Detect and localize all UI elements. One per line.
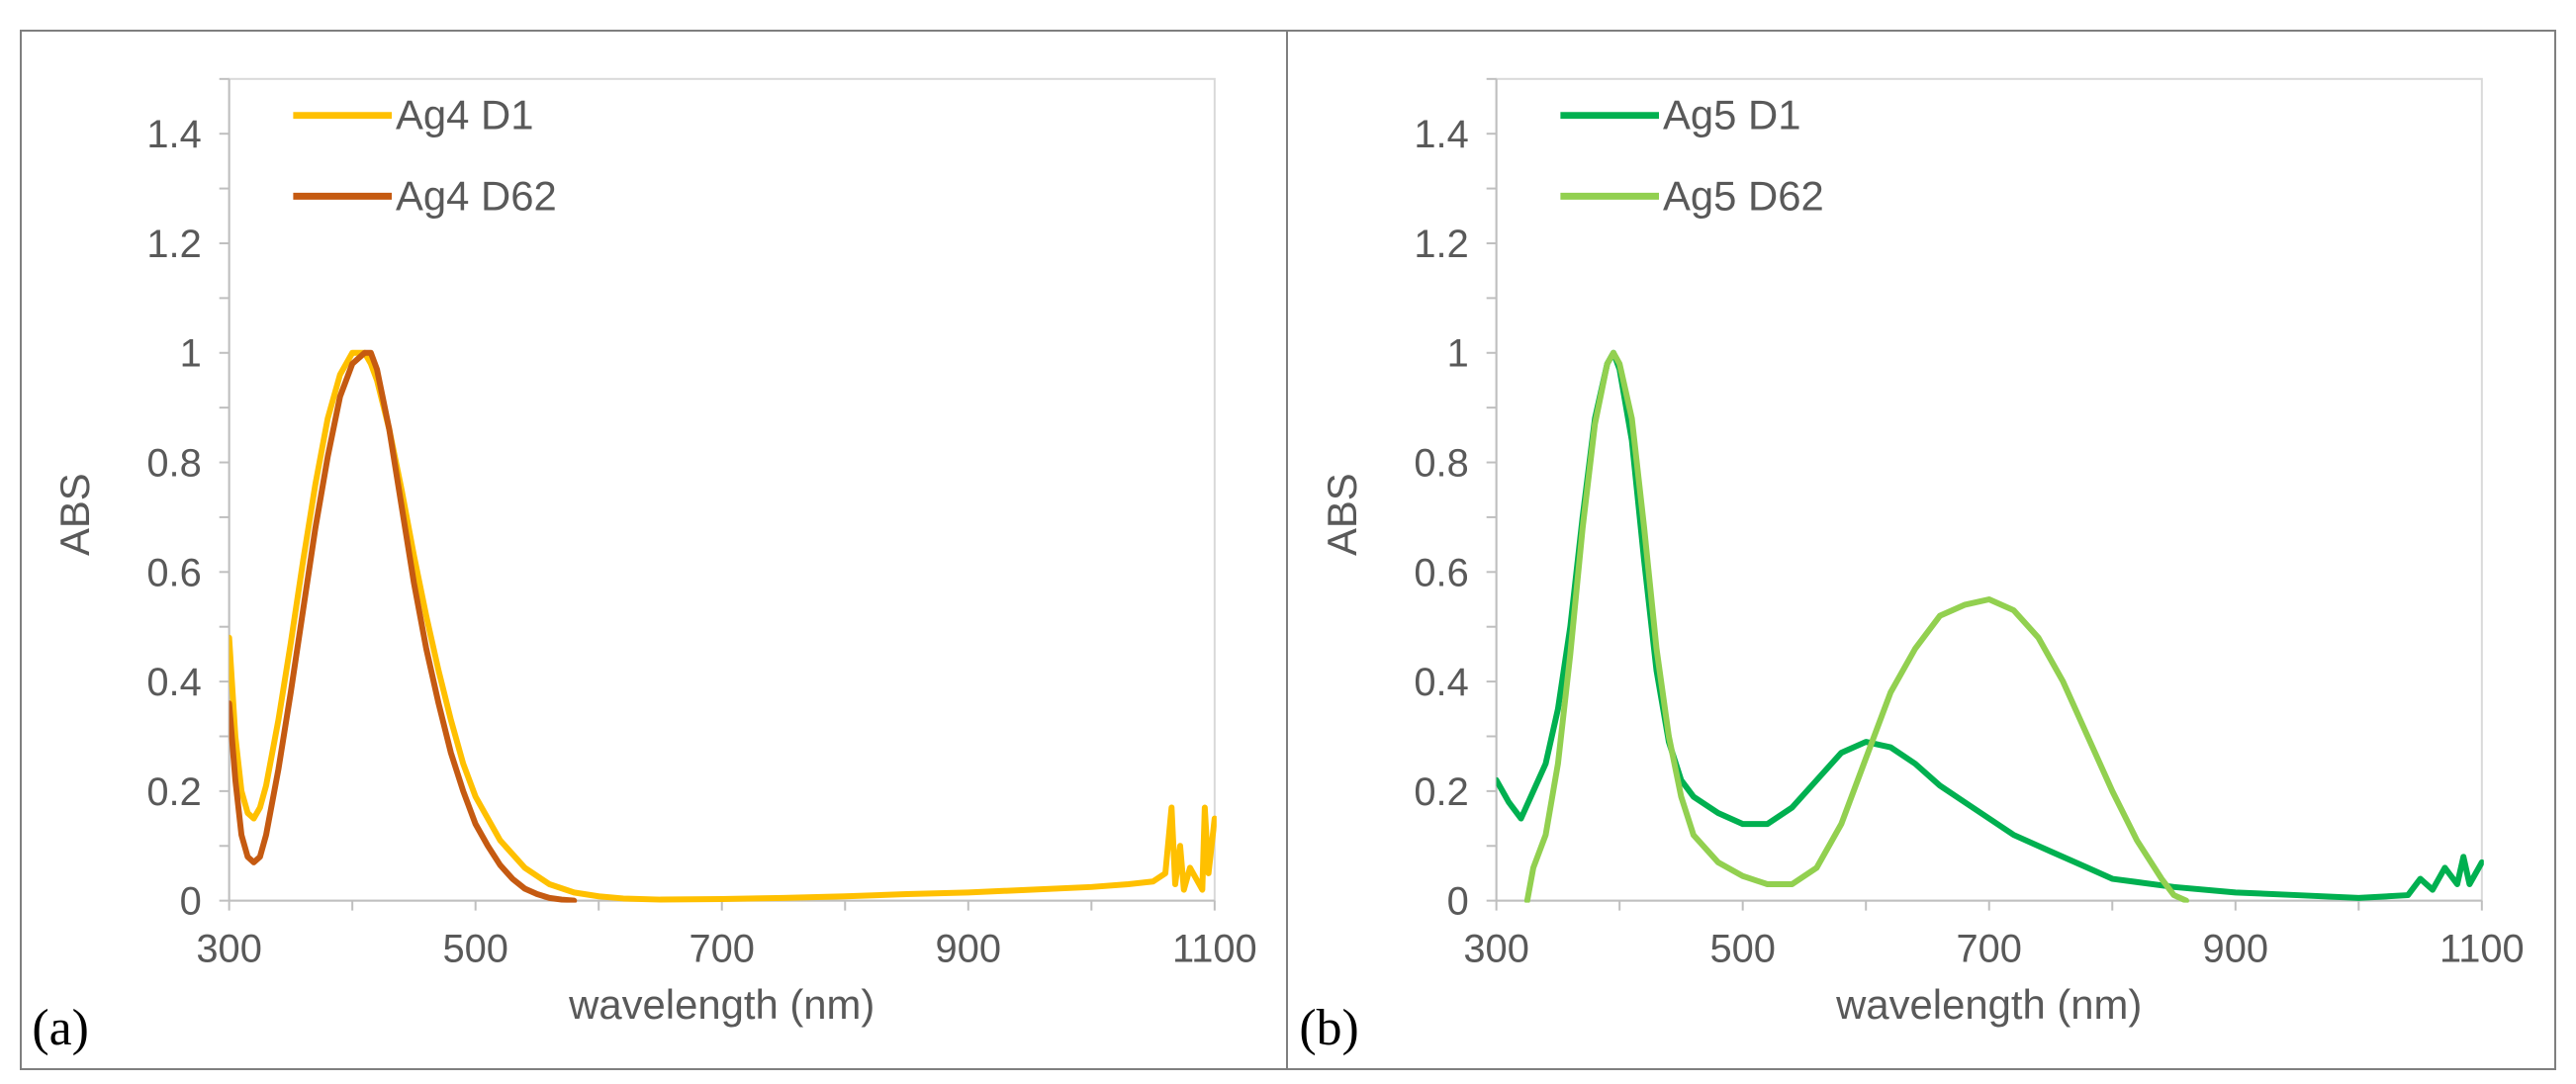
y-tick-label: 1 [180,332,202,376]
y-tick-label: 0.6 [146,551,201,594]
y-tick-label: 1.2 [146,223,201,266]
y-tick-label: 0 [180,880,202,924]
x-tick-label: 700 [1957,927,2022,970]
x-tick-label: 300 [1463,927,1528,970]
series-line-ag4-d1 [229,349,1217,903]
legend-label: Ag4 D1 [396,92,534,138]
y-tick-label: 0.2 [146,770,201,814]
panel-tag: (a) [32,1000,89,1056]
x-tick-label: 1100 [2439,927,2525,970]
legend-label: Ag4 D62 [396,172,557,219]
y-tick-label: 1.4 [1414,113,1468,156]
chart-panel-b: 0 0.2 0.4 0.6 0.8 1 1.2 1.4 300 500 700 900 1100 wave… [1299,77,2525,1056]
x-tick-label: 700 [690,927,755,970]
chart-panel-a: 0 0.2 0.4 0.6 0.8 1 1.2 1.4 300 500 700 900 1100 wave… [32,77,1257,1056]
x-axis-label: wavelength (nm) [568,981,874,1028]
y-tick-label: 0.8 [1414,441,1468,485]
y-tick-label: 0.8 [146,441,201,485]
x-tick-label: 500 [1709,927,1775,970]
plot-area [1495,77,2483,902]
x-tick-label: 500 [442,927,507,970]
legend-label: Ag5 D62 [1663,172,1824,219]
y-tick-label: 0 [1447,880,1469,924]
y-tick-label: 1.4 [146,113,201,156]
x-tick-label: 900 [2203,927,2268,970]
panel-b: 0 0.2 0.4 0.6 0.8 1 1.2 1.4 300 500 700 900 1100 wave… [1286,30,2556,1070]
x-tick-label: 1100 [1172,927,1257,970]
plot-area [228,77,1216,902]
y-axis-label: ABS [51,473,98,556]
series-line-ag5-d1 [1496,349,2484,901]
y-tick-label: 1.2 [1414,223,1468,266]
series-line-ag5-d62 [1523,349,2189,903]
y-tick-label: 1 [1447,332,1469,376]
x-axis-label: wavelength (nm) [1835,981,2142,1028]
y-tick-label: 0.2 [1414,770,1468,814]
panel-tag: (b) [1299,1000,1358,1056]
legend-label: Ag5 D1 [1663,92,1801,138]
series-line-ag4-d62 [229,349,578,903]
y-tick-label: 0.4 [146,661,201,704]
panel-a: 0 0.2 0.4 0.6 0.8 1 1.2 1.4 300 500 700 900 1100 wave… [20,30,1288,1070]
y-tick-label: 0.4 [1414,661,1468,704]
y-axis-label: ABS [1319,473,1365,556]
y-tick-label: 0.6 [1414,551,1468,594]
x-tick-label: 300 [196,927,261,970]
x-tick-label: 900 [936,927,1001,970]
